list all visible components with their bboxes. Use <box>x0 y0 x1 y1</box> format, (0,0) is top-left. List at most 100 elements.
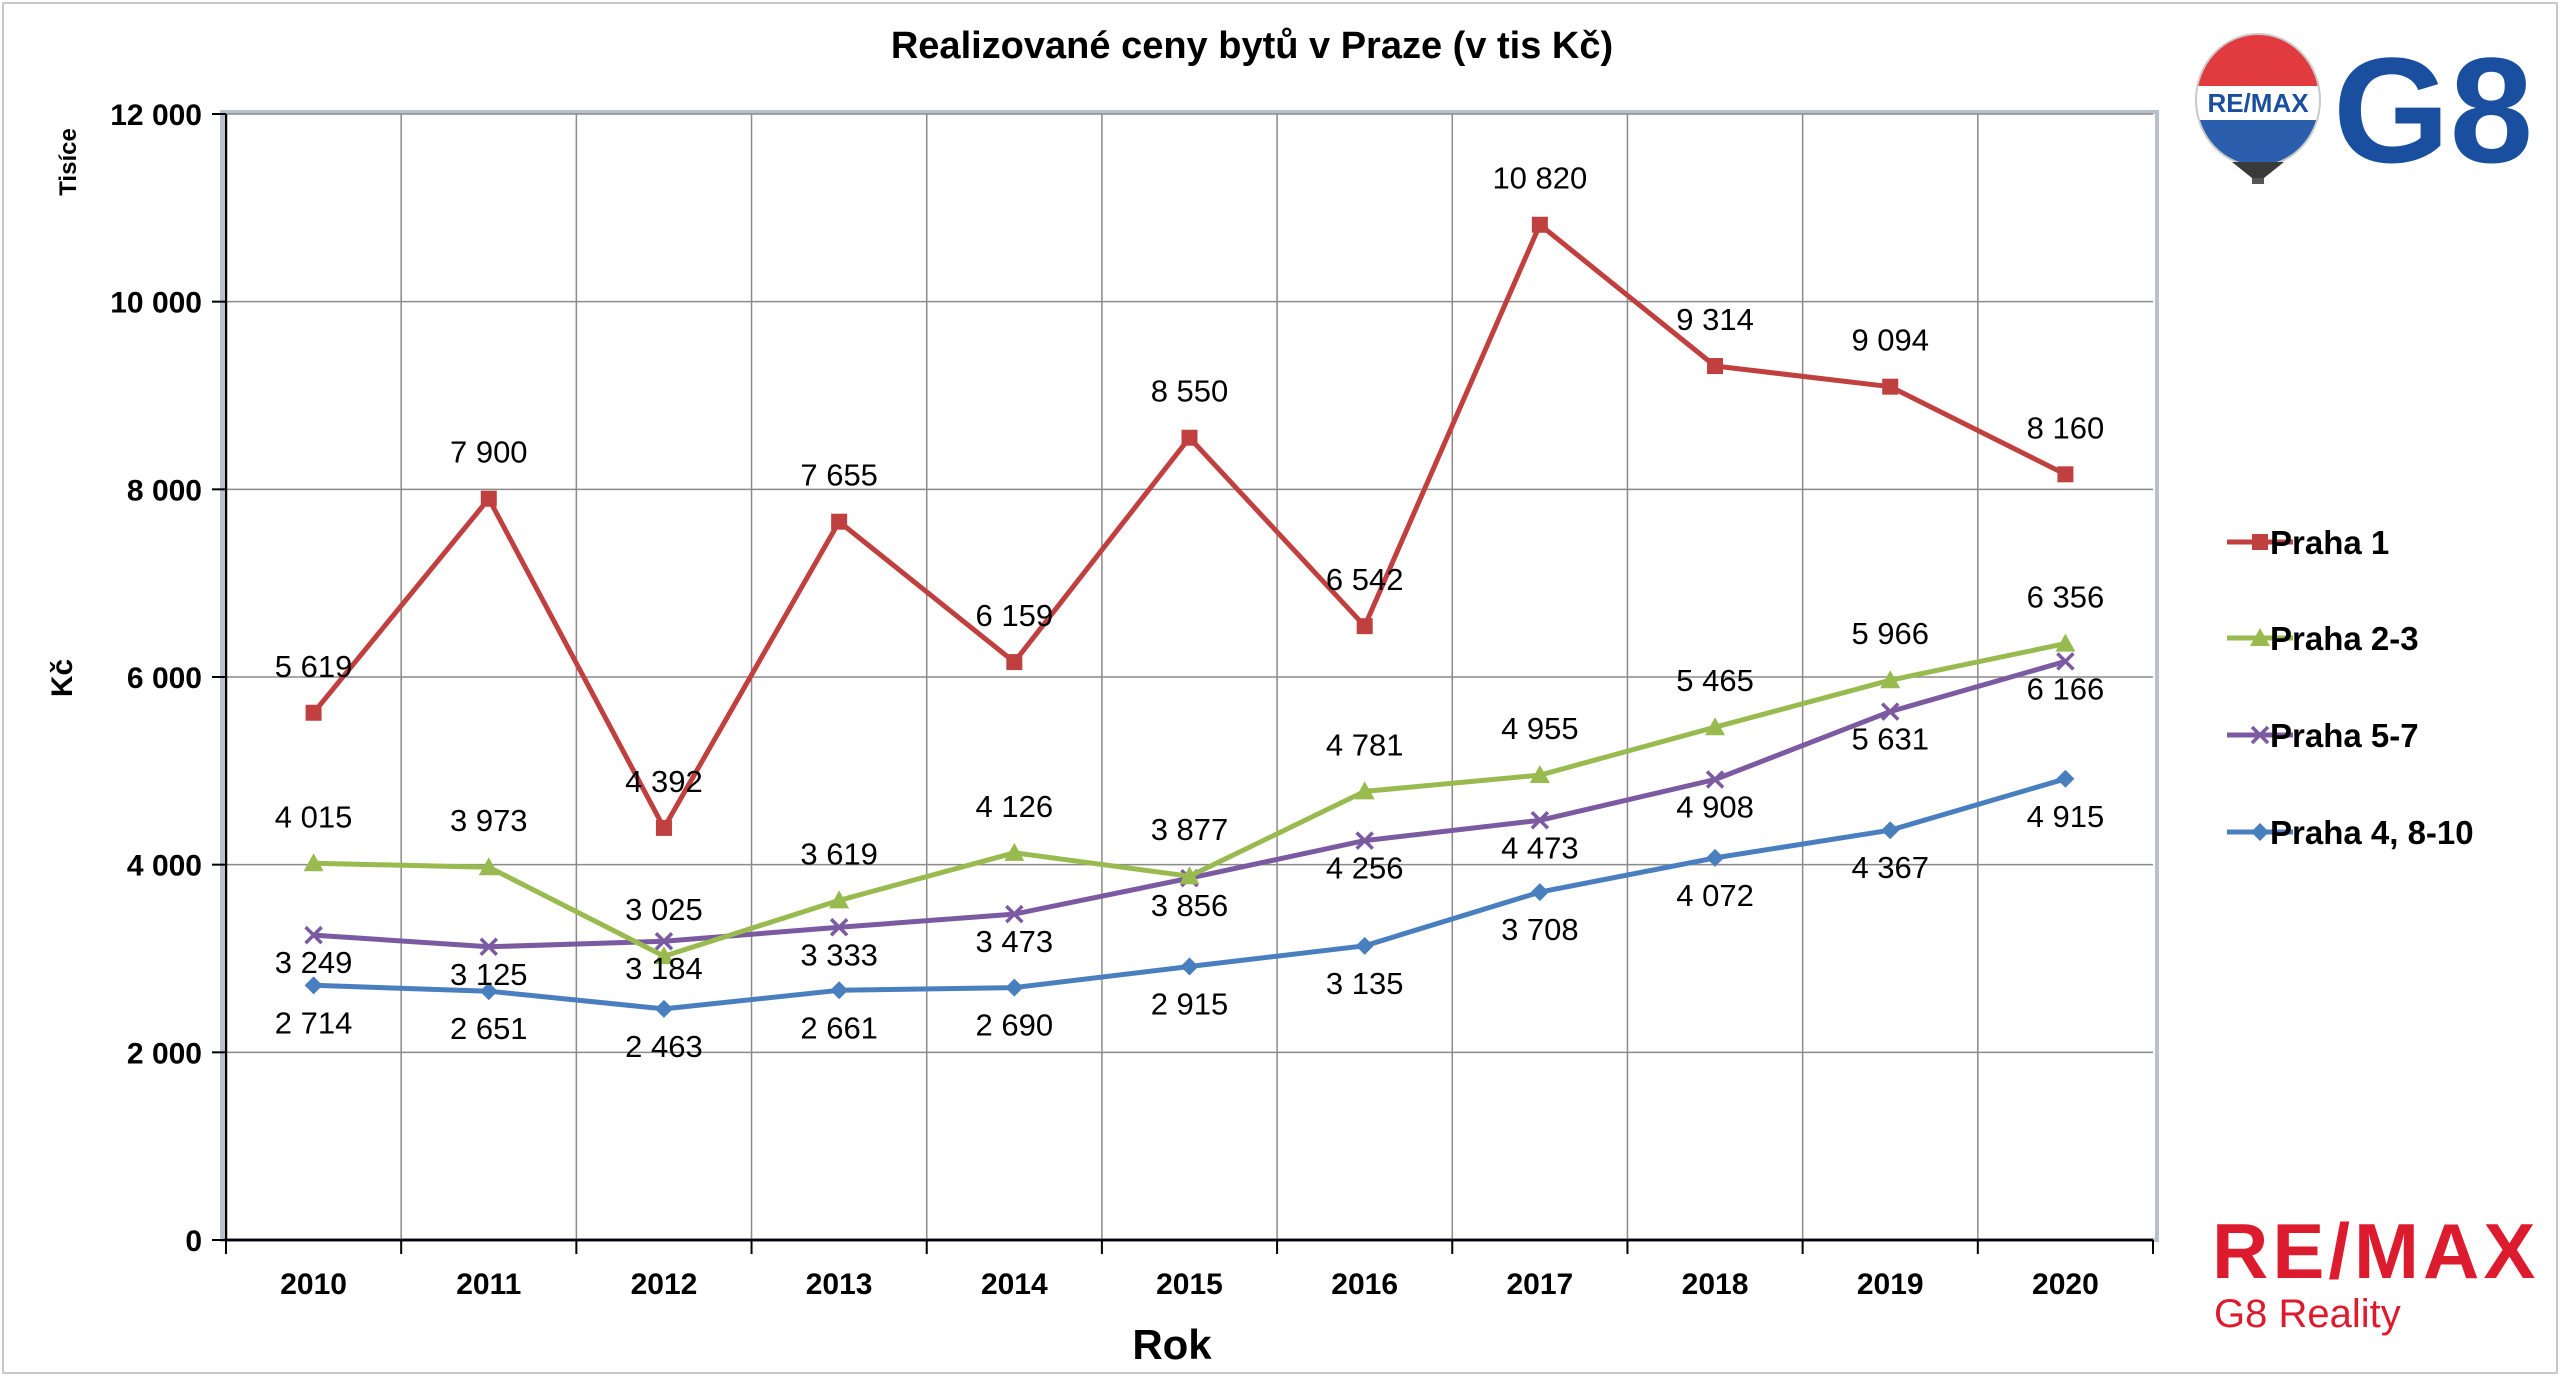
data-label: 3 856 <box>1151 888 1229 923</box>
data-point-marker <box>1530 883 1549 902</box>
data-point-marker <box>831 513 848 530</box>
data-label: 3 333 <box>800 937 878 972</box>
data-point-marker <box>1881 821 1900 840</box>
data-point-marker <box>1705 770 1725 789</box>
data-label: 4 367 <box>1851 850 1929 885</box>
data-point-marker <box>1531 216 1548 233</box>
data-label: 4 015 <box>275 799 353 834</box>
data-point-marker <box>479 982 498 1001</box>
legend-label: Praha 5-7 <box>2270 717 2419 754</box>
data-point-marker <box>303 853 324 872</box>
data-point-marker <box>1705 717 1726 736</box>
data-label: 8 160 <box>2027 410 2105 445</box>
x-tick-label: 2020 <box>2032 1268 2099 1301</box>
data-label: 6 542 <box>1326 562 1404 597</box>
data-point-marker <box>1181 429 1198 446</box>
data-label: 4 126 <box>976 789 1054 824</box>
data-label: 4 781 <box>1326 727 1404 762</box>
data-label: 9 094 <box>1851 323 1929 358</box>
data-point-marker <box>655 819 672 836</box>
y-tick-label: 0 <box>185 1225 202 1258</box>
data-label: 3 184 <box>625 951 703 986</box>
data-point-marker <box>1356 618 1373 635</box>
data-point-marker <box>479 937 499 957</box>
footer-sub: G8 Reality <box>2214 1292 2401 1336</box>
data-point-marker <box>480 490 497 507</box>
data-label: 4 955 <box>1501 711 1579 746</box>
data-point-marker <box>2056 652 2075 671</box>
data-point-marker <box>2057 466 2074 483</box>
data-label: 3 473 <box>976 924 1054 959</box>
x-tick-label: 2014 <box>981 1268 1048 1301</box>
data-point-marker <box>1180 957 1199 976</box>
data-point-marker <box>1005 904 1024 924</box>
x-tick-label: 2019 <box>1857 1268 1924 1301</box>
data-point-marker <box>653 946 674 965</box>
data-point-marker <box>1355 831 1374 850</box>
x-axis-title: Rok <box>1132 1321 1212 1368</box>
data-label: 4 072 <box>1676 878 1754 913</box>
data-label: 2 651 <box>450 1011 528 1046</box>
legend-label: Praha 4, 8-10 <box>2270 814 2474 851</box>
data-label: 4 473 <box>1501 830 1579 865</box>
legend-swatch-marker <box>2251 823 2269 841</box>
data-label: 2 714 <box>275 1005 353 1040</box>
data-point-marker <box>1529 765 1550 784</box>
x-tick-label: 2016 <box>1331 1268 1398 1301</box>
data-label: 3 877 <box>1151 812 1229 847</box>
data-label: 3 249 <box>275 945 353 980</box>
data-point-marker <box>1005 978 1024 997</box>
data-point-marker <box>1179 866 1200 885</box>
data-label: 5 465 <box>1676 663 1754 698</box>
y-axis-title: Kč <box>46 659 79 697</box>
data-label: 2 463 <box>625 1029 703 1064</box>
g8-logo: G8 <box>2333 26 2533 194</box>
data-point-marker <box>830 981 849 1000</box>
y-tick-label: 8 000 <box>127 474 202 507</box>
remax-balloon-logo: RE/MAX <box>2195 33 2321 184</box>
data-point-marker <box>1355 936 1374 955</box>
gridlines <box>226 113 2153 1240</box>
x-tick-label: 2018 <box>1682 1268 1749 1301</box>
data-point-marker <box>1530 811 1550 830</box>
data-label: 4 908 <box>1676 789 1754 824</box>
data-point-marker <box>2056 769 2075 788</box>
data-point-marker <box>1354 781 1375 800</box>
data-label: 5 619 <box>275 649 353 684</box>
x-tick-label: 2012 <box>631 1268 698 1301</box>
data-point-marker <box>1880 702 1900 721</box>
data-label: 3 708 <box>1501 912 1579 947</box>
data-point-marker <box>305 704 322 721</box>
series-lines <box>303 216 2076 1018</box>
data-point-marker <box>304 925 323 945</box>
y-tick-label: 10 000 <box>110 287 202 320</box>
data-label: 7 900 <box>450 435 528 470</box>
data-point-marker <box>829 890 850 909</box>
data-label: 4 915 <box>2027 799 2105 834</box>
data-label: 3 619 <box>800 836 878 871</box>
data-label: 6 356 <box>2027 580 2105 615</box>
data-point-marker <box>1004 842 1025 861</box>
data-label: 3 973 <box>450 803 528 838</box>
data-label: 3 125 <box>450 957 528 992</box>
data-point-marker <box>304 976 323 995</box>
axes: 0 2 000 4 000 6 000 8 000 10 000 12 000 2010 201… <box>110 99 2154 1301</box>
y-tick-label: 2 000 <box>127 1037 202 1070</box>
x-tick-label: 2013 <box>806 1268 873 1301</box>
data-labels: 5 619 7 900 4 392 7 655 6 159 8 550 6 542 10 82… <box>275 161 2104 1064</box>
x-tick-label: 2011 <box>456 1268 521 1301</box>
x-tick-label: 2010 <box>280 1268 347 1301</box>
data-label: 5 966 <box>1851 616 1929 651</box>
data-label: 4 256 <box>1326 851 1404 886</box>
data-point-marker <box>654 931 674 951</box>
balloon-text: RE/MAX <box>2207 88 2309 118</box>
plot-area-frame <box>220 110 2159 1242</box>
footer-brand: RE/MAX <box>2212 1207 2539 1295</box>
data-point-marker <box>1880 670 1901 689</box>
data-label: 6 159 <box>976 598 1054 633</box>
data-label: 5 631 <box>1851 722 1929 757</box>
data-point-marker <box>1882 378 1899 395</box>
data-point-marker <box>1706 848 1725 867</box>
data-point-marker <box>1006 654 1023 671</box>
